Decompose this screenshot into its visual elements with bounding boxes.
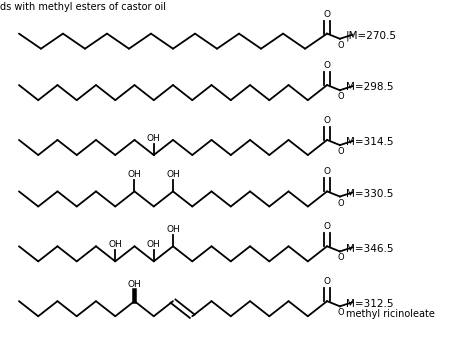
Text: M=346.5: M=346.5 xyxy=(346,244,393,254)
Text: O: O xyxy=(337,199,344,208)
Text: OH: OH xyxy=(166,225,180,234)
Text: O: O xyxy=(324,167,330,176)
Text: O: O xyxy=(337,308,344,317)
Text: O: O xyxy=(337,92,344,101)
Text: M=312.5: M=312.5 xyxy=(346,298,393,309)
Text: O: O xyxy=(337,41,344,50)
Text: M=298.5: M=298.5 xyxy=(346,82,393,93)
Text: |M=270.5: |M=270.5 xyxy=(346,31,397,41)
Text: OH: OH xyxy=(128,170,141,179)
Text: O: O xyxy=(324,222,330,231)
Text: M=330.5: M=330.5 xyxy=(346,189,393,199)
Text: OH: OH xyxy=(166,170,180,179)
Text: O: O xyxy=(324,10,330,19)
Text: methyl ricinoleate: methyl ricinoleate xyxy=(346,309,435,319)
Text: OH: OH xyxy=(147,240,161,249)
Text: O: O xyxy=(337,253,344,262)
Text: ds with methyl esters of castor oil: ds with methyl esters of castor oil xyxy=(0,2,166,12)
Text: O: O xyxy=(337,147,344,156)
Text: O: O xyxy=(324,116,330,125)
Text: OH: OH xyxy=(147,134,161,143)
Text: O: O xyxy=(324,277,330,286)
Text: OH: OH xyxy=(128,280,141,289)
Text: OH: OH xyxy=(109,240,122,249)
Text: M=314.5: M=314.5 xyxy=(346,137,393,147)
Text: O: O xyxy=(324,61,330,70)
